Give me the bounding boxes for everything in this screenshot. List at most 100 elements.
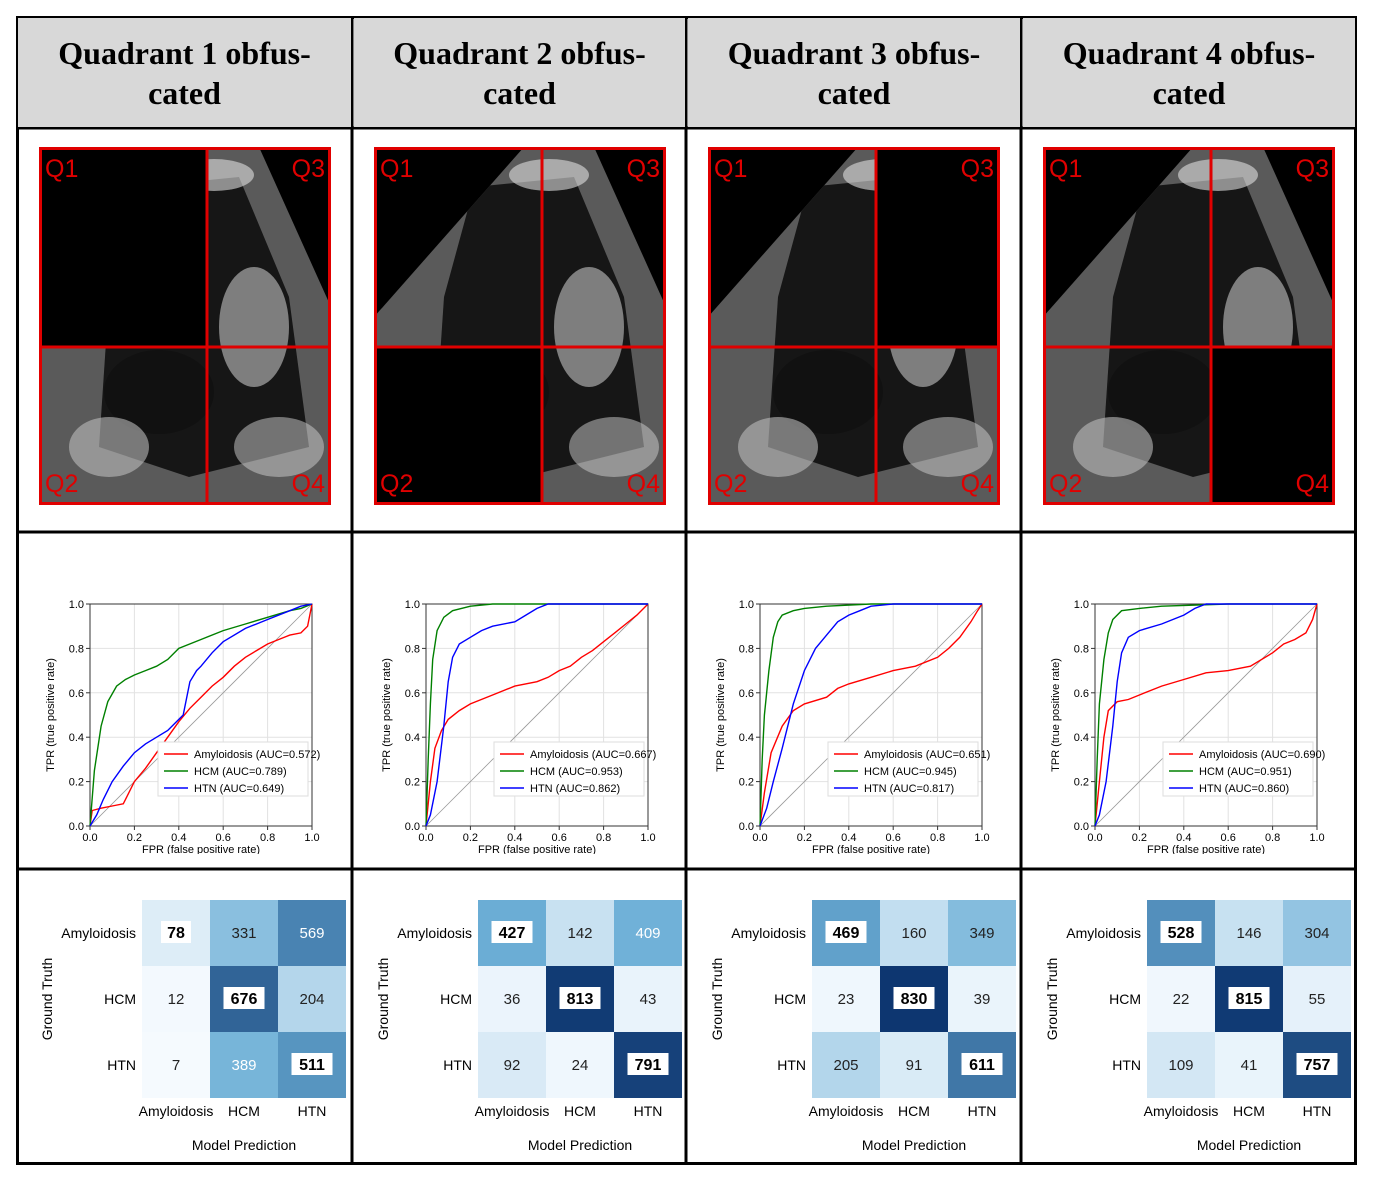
quadrant-label: Q1 xyxy=(1049,155,1082,183)
quadrant-label: Q2 xyxy=(1049,470,1082,498)
header-line-1: Quadrant 4 obfus- xyxy=(1062,34,1316,71)
y-tick-label: 1.0 xyxy=(739,599,754,611)
y-tick-label: 0.4 xyxy=(405,732,420,744)
matrix-value: 409 xyxy=(635,925,660,942)
legend-label: HTN (AUC=0.649) xyxy=(194,783,284,795)
roc-curve-htn xyxy=(759,603,982,827)
chance-diagonal xyxy=(1094,603,1318,827)
legend-box xyxy=(493,741,645,797)
matrix-value: 427 xyxy=(499,925,526,942)
atrium-chamber xyxy=(104,350,214,434)
legend-label: HTN (AUC=0.817) xyxy=(864,783,954,795)
y-tick-label: 0.0 xyxy=(739,821,754,833)
quadrant-border xyxy=(39,147,331,505)
matrix-value: 92 xyxy=(504,1057,521,1074)
chance-diagonal xyxy=(425,603,649,827)
x-tick-label: 0.6 xyxy=(216,832,231,844)
row-label: Amyloidosis xyxy=(731,925,806,941)
legend-label: Amyloidosis (AUC=0.690) xyxy=(1199,749,1325,761)
matrix-value: 43 xyxy=(640,991,657,1008)
header-line-1: Quadrant 2 obfus- xyxy=(393,34,646,71)
roc-chart: 0.00.0 0.2 0.2 0.4 0.4 0.6 0.6 0.8 0.8 1.0 1.0 FPR … xyxy=(45,599,320,854)
y-axis-label: TPR (true positive rate) xyxy=(381,658,393,772)
matrix-value: 569 xyxy=(299,925,324,942)
quadrant-label: Q3 xyxy=(292,155,325,183)
x-tick-label: 0.2 xyxy=(127,832,142,844)
column-label: HCM xyxy=(564,1103,596,1119)
matrix-cell xyxy=(948,966,1016,1032)
matrix-value: 611 xyxy=(969,1057,995,1074)
y-tick-label: 0.2 xyxy=(69,777,84,789)
x-tick-label: 1.0 xyxy=(1309,832,1324,844)
y-tick-label: 0.6 xyxy=(405,688,420,700)
y-tick-label: 0.2 xyxy=(739,777,754,789)
valve-echo xyxy=(738,417,818,477)
diagonal-value-highlight xyxy=(1296,1053,1338,1075)
matrix-cell xyxy=(278,966,346,1032)
confusion-matrix: 469 160 349 23 830 39 205 91 611 Amyloidosis Amylo… xyxy=(709,900,1016,1153)
x-tick-label: 0.6 xyxy=(886,832,901,844)
quadrant-label: Q1 xyxy=(714,155,747,183)
column-label: HCM xyxy=(898,1103,930,1119)
matrix-value: 78 xyxy=(167,925,185,942)
legend-label: Amyloidosis (AUC=0.667) xyxy=(530,749,656,761)
column-label: HTN xyxy=(298,1103,327,1119)
row-label: HCM xyxy=(774,991,806,1007)
y-tick-label: 0.8 xyxy=(739,643,754,655)
matrix-cell xyxy=(812,966,880,1032)
header-line-2: cated xyxy=(1152,74,1226,111)
y-tick-label: 1.0 xyxy=(69,599,84,611)
row-label: Amyloidosis xyxy=(1066,925,1141,941)
legend-label: HCM (AUC=0.951) xyxy=(1199,766,1292,778)
quadrant-label: Q3 xyxy=(961,155,994,183)
x-tick-label: 0.4 xyxy=(841,832,856,844)
y-tick-label: 0.2 xyxy=(405,777,420,789)
plot-frame xyxy=(89,603,313,827)
quadrant-label: Q3 xyxy=(1296,155,1329,183)
matrix-value: 204 xyxy=(299,991,324,1008)
diagonal-value-highlight xyxy=(961,1053,1003,1075)
x-axis-label: Model Prediction xyxy=(862,1137,966,1153)
valve-echo xyxy=(1073,417,1153,477)
quadrant-label: Q4 xyxy=(961,470,994,498)
matrix-cell xyxy=(210,900,278,966)
x-tick-label: 1.0 xyxy=(640,832,655,844)
y-tick-label: 0.4 xyxy=(69,732,84,744)
matrix-value: 160 xyxy=(901,925,926,942)
column-header-4: Quadrant 4 obfus-cated xyxy=(1023,18,1355,127)
matrix-value: 12 xyxy=(168,991,185,1008)
matrix-cell xyxy=(880,1032,948,1098)
matrix-cell xyxy=(614,966,682,1032)
y-tick-label: 1.0 xyxy=(405,599,420,611)
column-label: Amyloidosis xyxy=(475,1103,550,1119)
x-tick-label: 0.8 xyxy=(260,832,275,844)
row-label: HTN xyxy=(777,1057,806,1073)
quadrant-label: Q2 xyxy=(45,470,78,498)
roc-curve-amyloidosis xyxy=(425,603,649,827)
column-label: HTN xyxy=(1303,1103,1332,1119)
row-label: Amyloidosis xyxy=(61,925,136,941)
diagonal-value-highlight xyxy=(893,987,935,1009)
matrix-value: 142 xyxy=(567,925,592,942)
x-tick-label: 0.8 xyxy=(930,832,945,844)
diagonal-value-highlight xyxy=(161,921,191,943)
matrix-cell xyxy=(812,1032,880,1098)
matrix-value: 7 xyxy=(172,1057,180,1074)
y-tick-label: 0.4 xyxy=(1074,732,1089,744)
matrix-value: 22 xyxy=(1173,991,1190,1008)
echo-image-panel: Q1 Q2 Q3 Q4 xyxy=(374,147,666,505)
column-label: Amyloidosis xyxy=(1144,1103,1219,1119)
quadrant-label: Q4 xyxy=(292,470,325,498)
header-line-1: Quadrant 3 obfus- xyxy=(727,34,981,71)
header-line-2: cated xyxy=(148,74,221,111)
quadrant-label: Q3 xyxy=(627,155,660,183)
roc-curve-amyloidosis xyxy=(759,603,983,827)
y-axis-label: Ground Truth xyxy=(39,958,55,1041)
x-axis-label: Model Prediction xyxy=(192,1137,296,1153)
row-label: HTN xyxy=(1112,1057,1141,1073)
legend-label: HTN (AUC=0.862) xyxy=(530,783,620,795)
matrix-value: 36 xyxy=(504,991,521,1008)
matrix-cell xyxy=(948,900,1016,966)
x-tick-label: 0.4 xyxy=(1176,832,1191,844)
legend-label: HCM (AUC=0.953) xyxy=(530,766,623,778)
